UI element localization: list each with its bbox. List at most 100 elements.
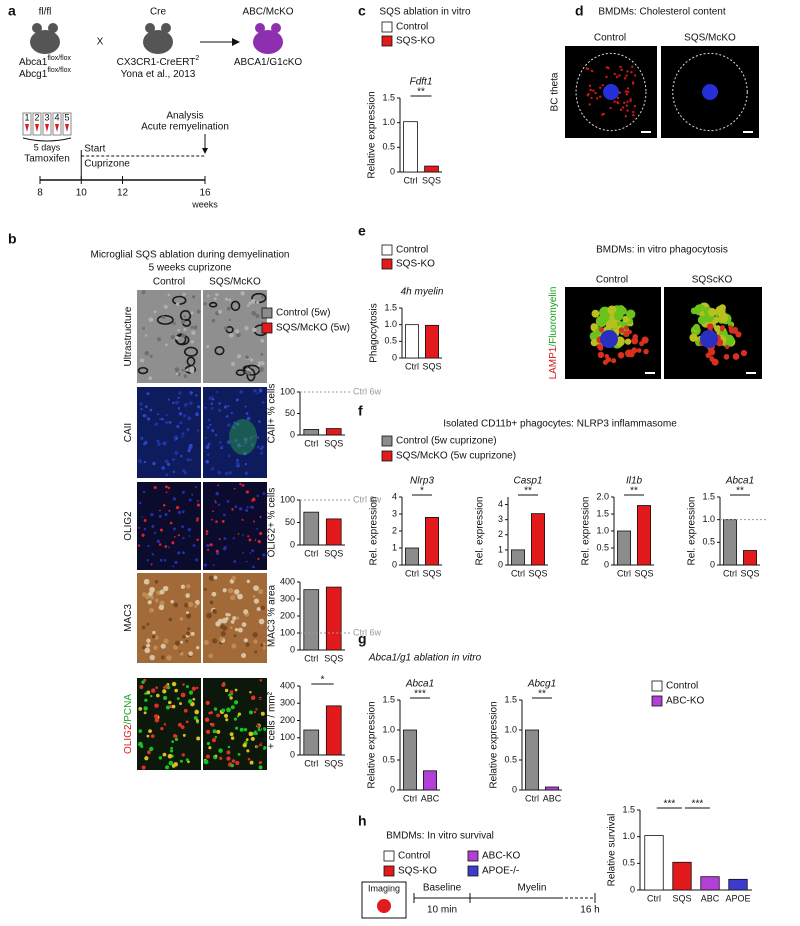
bar bbox=[424, 324, 439, 359]
image-dot bbox=[189, 391, 193, 395]
image-dot bbox=[225, 718, 229, 722]
image-dot bbox=[173, 527, 176, 531]
image-dot bbox=[158, 514, 162, 518]
row-label-part: MAC3 bbox=[123, 604, 134, 632]
image-dot bbox=[258, 761, 262, 765]
image-dot bbox=[144, 350, 150, 356]
image-dot bbox=[151, 634, 156, 639]
panel-title: 5 weeks cuprizone bbox=[149, 263, 232, 274]
image-dot bbox=[215, 492, 219, 496]
image-dot bbox=[188, 498, 192, 502]
image-dot bbox=[226, 500, 230, 503]
image-dot bbox=[233, 717, 238, 721]
image-dot bbox=[172, 497, 176, 501]
image-dot bbox=[153, 310, 157, 314]
y-tick-label: 0.5 bbox=[622, 858, 635, 868]
image-dot bbox=[259, 531, 263, 536]
image-dot bbox=[146, 750, 151, 755]
week-label: 16 bbox=[199, 188, 211, 199]
bar bbox=[303, 729, 320, 756]
image-dot bbox=[177, 722, 182, 727]
image-dot bbox=[207, 453, 210, 456]
image-dot bbox=[138, 706, 143, 711]
lamp1 bbox=[711, 358, 719, 366]
x-tick-label: Ctrl bbox=[617, 568, 631, 578]
y-axis-label: Relative expression bbox=[367, 91, 378, 178]
y-axis-label: Phagocytosis bbox=[369, 303, 380, 362]
cholesterol bbox=[626, 70, 629, 73]
image-dot bbox=[221, 708, 226, 713]
cholesterol bbox=[630, 70, 633, 74]
image-dot bbox=[219, 756, 223, 760]
image-dot bbox=[218, 538, 221, 540]
y-tick-label: 0 bbox=[512, 784, 517, 794]
image-dot bbox=[185, 613, 192, 619]
image-dot bbox=[213, 575, 218, 580]
myelin bbox=[693, 323, 700, 331]
y-tick-label: 1.0 bbox=[504, 724, 517, 734]
image-dot bbox=[180, 692, 186, 698]
x-tick-label: ABC bbox=[543, 793, 562, 803]
genotype-base: Abca1 bbox=[19, 57, 48, 68]
image-dot bbox=[177, 396, 180, 400]
image-dot bbox=[206, 543, 210, 548]
mouse-ear bbox=[255, 23, 265, 33]
y-tick-label: 1.5 bbox=[382, 694, 395, 704]
image-dot bbox=[250, 443, 255, 447]
y-axis-label: Relative survival bbox=[607, 814, 618, 887]
x-tick-label: SQS bbox=[740, 568, 759, 578]
image-dot bbox=[234, 628, 239, 632]
y-tick-label: 1.5 bbox=[382, 92, 395, 102]
row-label-part: CAII bbox=[123, 423, 134, 442]
image-dot bbox=[170, 600, 174, 604]
image-dot bbox=[254, 650, 258, 654]
image-dot bbox=[221, 519, 225, 523]
genotype-base: Abcg1 bbox=[19, 69, 48, 80]
x-tick-label: SQS bbox=[324, 653, 343, 663]
lamp1 bbox=[631, 337, 639, 345]
arrow-head bbox=[202, 148, 208, 154]
image-dot bbox=[262, 553, 266, 557]
image-dot bbox=[140, 436, 144, 441]
image-dot bbox=[157, 413, 160, 416]
image-dot bbox=[207, 418, 211, 422]
image-dot bbox=[256, 494, 259, 498]
y-tick-label: 0 bbox=[390, 784, 395, 794]
image-dot bbox=[154, 703, 159, 708]
image-dot bbox=[242, 534, 244, 536]
image-dot bbox=[146, 417, 151, 421]
significance: ** bbox=[736, 486, 744, 497]
bar bbox=[637, 505, 652, 566]
column-label: Control bbox=[596, 275, 628, 286]
image-dot bbox=[150, 563, 153, 566]
image-dot bbox=[140, 408, 143, 411]
image-dot bbox=[190, 311, 194, 315]
image-dot bbox=[243, 638, 248, 643]
image-dot bbox=[177, 551, 181, 555]
cholesterol bbox=[623, 77, 627, 80]
image-dot bbox=[236, 715, 240, 718]
image-dot bbox=[241, 445, 244, 448]
image-dot bbox=[186, 458, 190, 462]
chart-title: Abca1 bbox=[725, 476, 754, 487]
day-number: 2 bbox=[34, 112, 39, 122]
cholesterol bbox=[621, 106, 625, 109]
image-dot bbox=[211, 395, 214, 398]
image-dot bbox=[255, 314, 260, 319]
image-dot bbox=[162, 442, 165, 445]
image-dot bbox=[169, 749, 174, 753]
y-tick-label: 50 bbox=[285, 408, 295, 418]
micrograph bbox=[203, 573, 267, 663]
image-dot bbox=[243, 727, 248, 732]
y-axis-label: Rel. expression bbox=[369, 497, 380, 566]
lamp1 bbox=[597, 351, 605, 359]
image-dot bbox=[260, 352, 264, 356]
cholesterol bbox=[632, 113, 635, 117]
image-dot bbox=[251, 549, 255, 552]
image-dot bbox=[141, 290, 146, 295]
image-dot bbox=[248, 710, 253, 715]
image-dot bbox=[204, 436, 207, 439]
days-label: 5 days bbox=[34, 142, 61, 152]
image-dot bbox=[144, 692, 147, 696]
cholesterol bbox=[589, 88, 592, 92]
